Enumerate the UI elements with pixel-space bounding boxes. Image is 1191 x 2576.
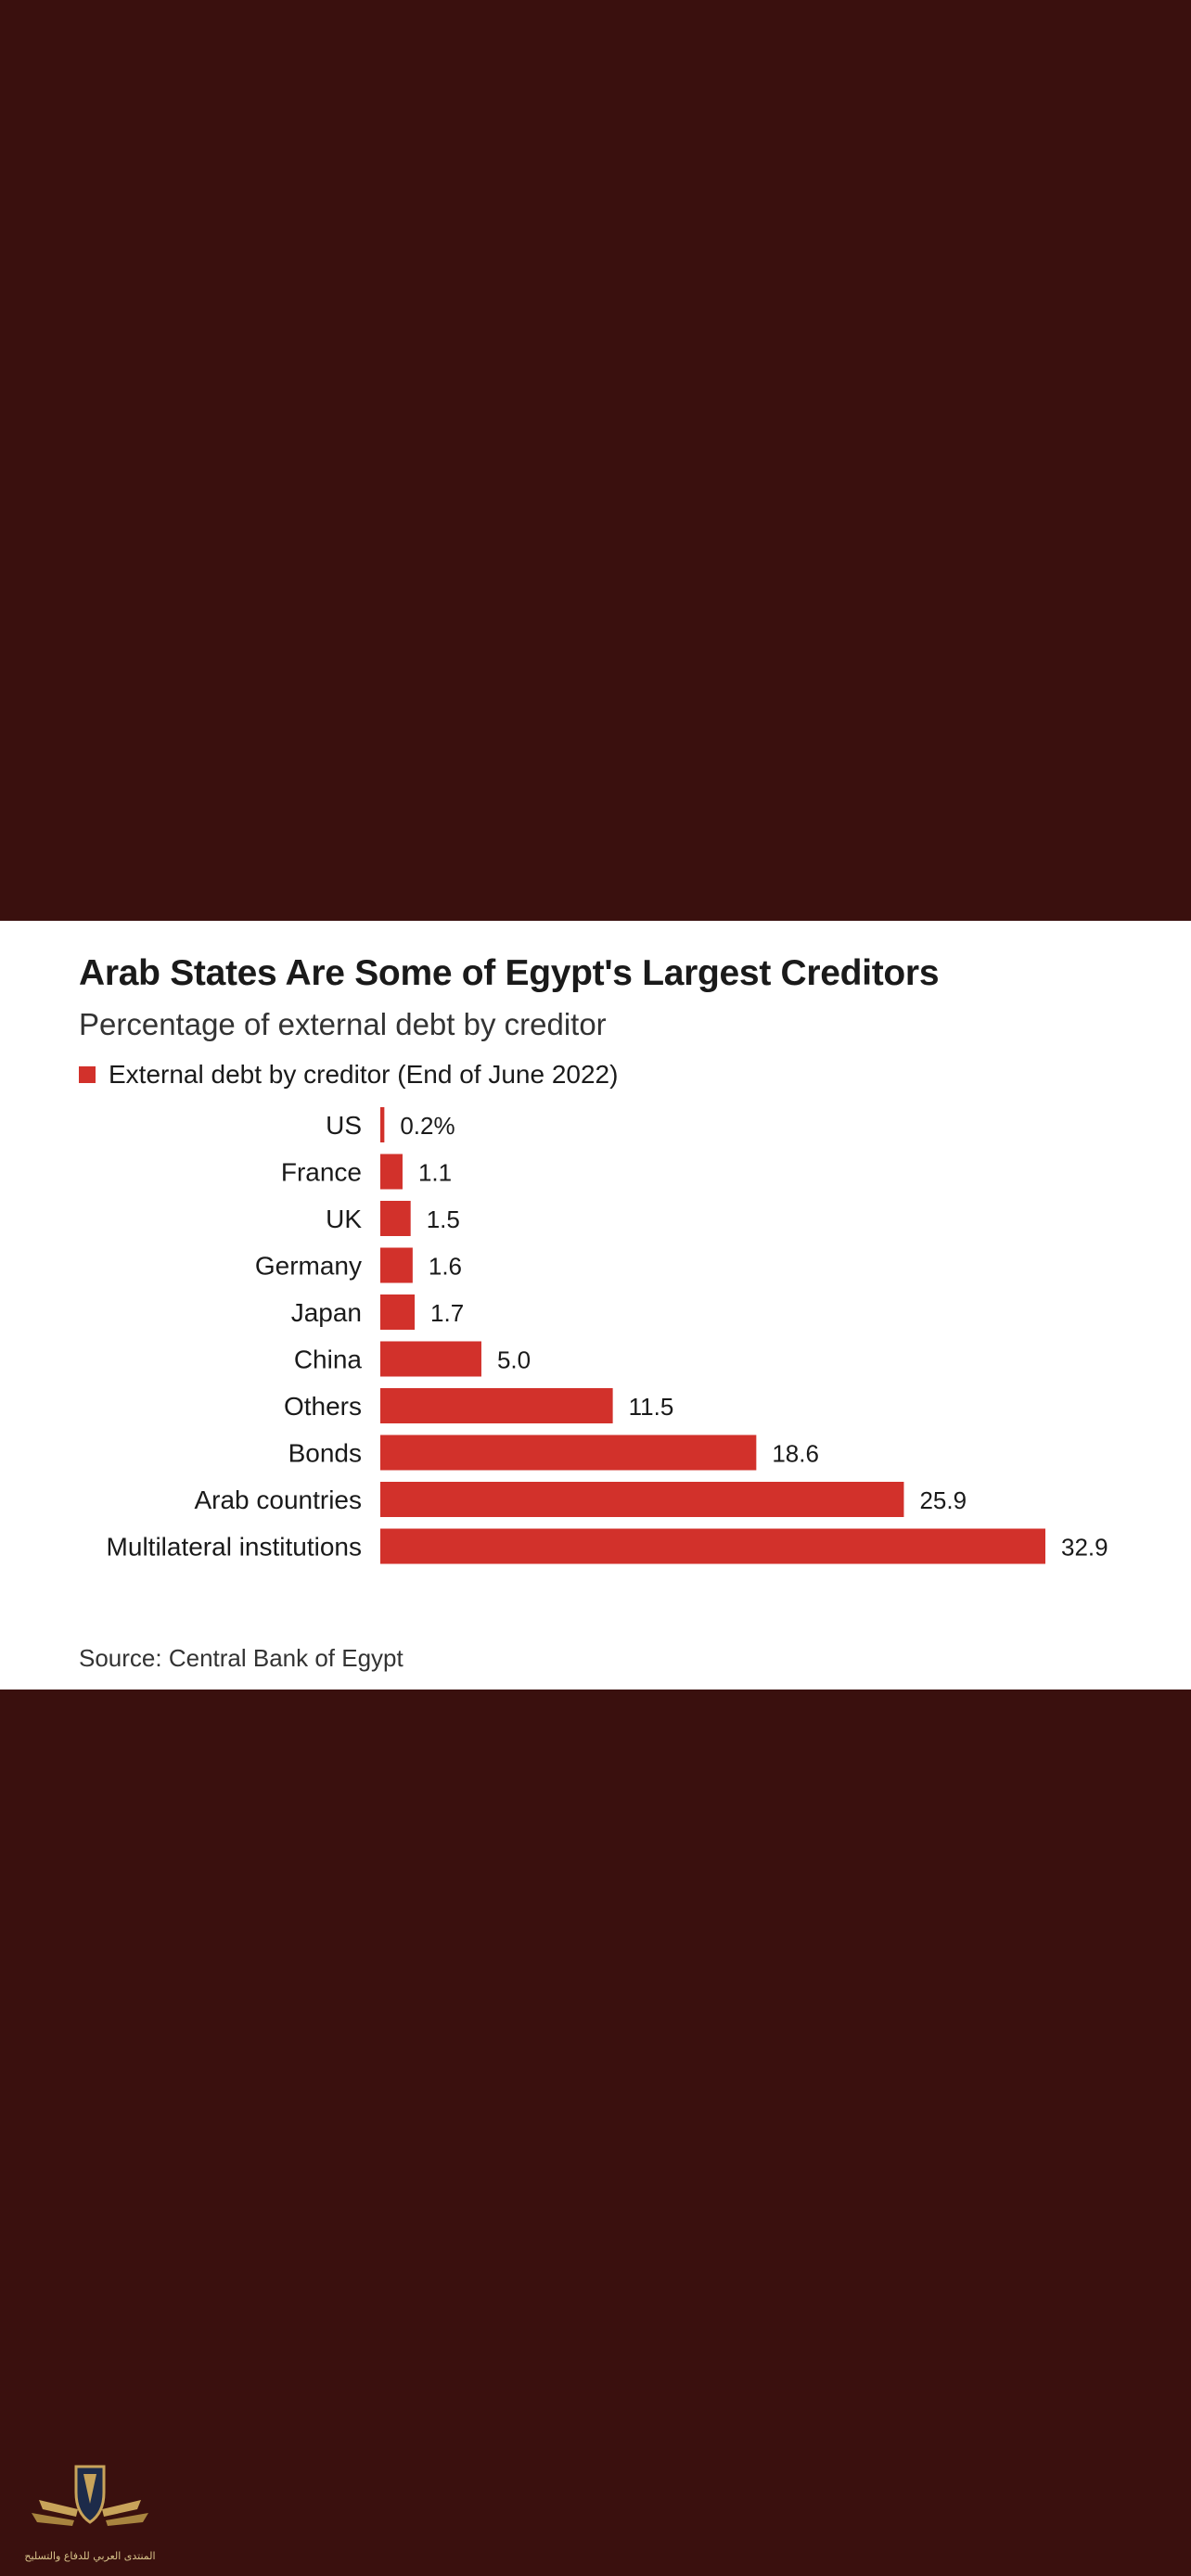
legend-swatch: [79, 1066, 96, 1083]
value-label: 32.9: [1061, 1534, 1108, 1562]
value-label: 5.0: [497, 1346, 531, 1374]
value-label: 1.1: [418, 1159, 452, 1187]
bar: [380, 1154, 403, 1190]
value-label: 25.9: [919, 1486, 967, 1514]
shield-wings-icon: [32, 2465, 148, 2526]
watermark-logo: المنتدى العربي للدفاع والتسليح: [24, 2465, 156, 2562]
value-label: 18.6: [772, 1440, 819, 1468]
category-label: China: [294, 1345, 363, 1374]
bar: [380, 1388, 613, 1423]
source-note: Source: Central Bank of Egypt: [79, 1644, 403, 1672]
category-label: UK: [326, 1205, 362, 1233]
category-label: US: [326, 1111, 362, 1140]
chart-subtitle: Percentage of external debt by creditor: [79, 1007, 607, 1041]
category-label: Japan: [291, 1298, 362, 1327]
value-label: 1.6: [429, 1253, 462, 1281]
bar: [380, 1341, 481, 1377]
category-label: Others: [284, 1392, 362, 1421]
category-label: France: [281, 1158, 362, 1187]
category-label: Arab countries: [194, 1486, 362, 1514]
category-label: Germany: [255, 1252, 362, 1281]
chart-legend: External debt by creditor (End of June 2…: [79, 1060, 618, 1090]
value-label: 1.5: [427, 1205, 460, 1233]
bar: [380, 1482, 904, 1517]
category-label: Bonds: [288, 1439, 362, 1468]
watermark-caption: المنتدى العربي للدفاع والتسليح: [24, 2550, 155, 2562]
bar: [380, 1435, 757, 1471]
value-label: 11.5: [629, 1393, 674, 1421]
bar: [380, 1201, 411, 1236]
chart-title: Arab States Are Some of Egypt's Largest …: [79, 953, 940, 993]
legend-label: External debt by creditor (End of June 2…: [109, 1060, 619, 1089]
value-label: 1.7: [430, 1299, 464, 1327]
bar: [380, 1294, 416, 1330]
bar: [380, 1107, 385, 1142]
value-label: 0.2%: [400, 1112, 455, 1140]
category-label: Multilateral institutions: [107, 1533, 362, 1562]
bar: [380, 1247, 413, 1283]
bar: [380, 1528, 1045, 1564]
